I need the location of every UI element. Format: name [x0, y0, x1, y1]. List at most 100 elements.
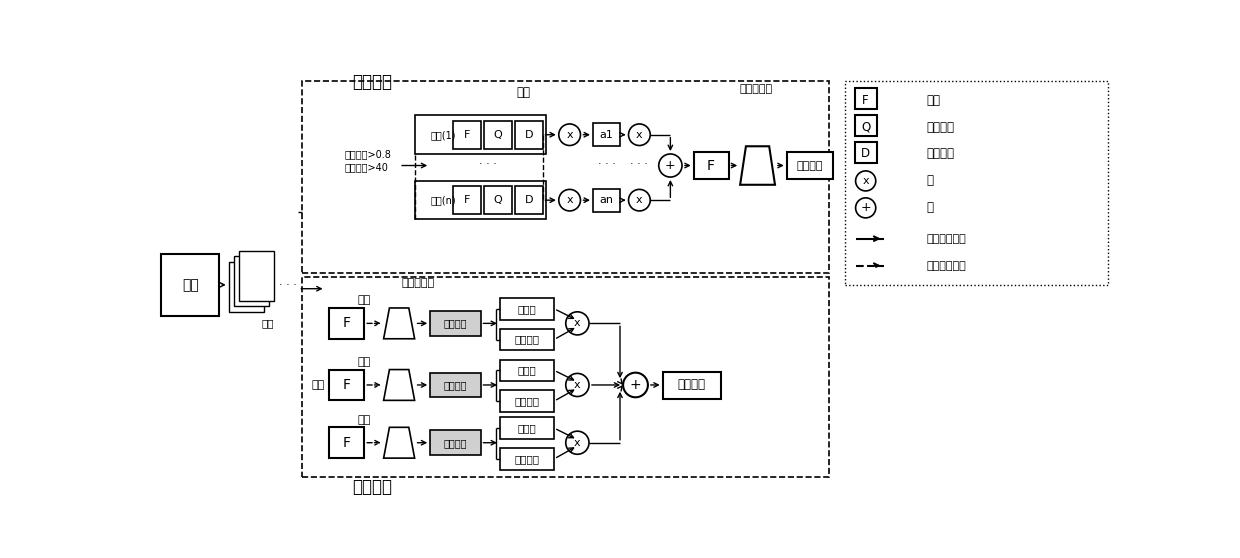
- Text: an: an: [599, 195, 614, 205]
- Text: · · ·: · · ·: [630, 159, 649, 169]
- Bar: [516, 121, 543, 148]
- Bar: [430, 430, 481, 455]
- Circle shape: [565, 431, 589, 454]
- Text: D: D: [525, 129, 533, 140]
- Polygon shape: [383, 308, 414, 339]
- Text: F: F: [342, 316, 351, 330]
- Bar: [854, 142, 877, 163]
- Text: 加: 加: [926, 201, 934, 214]
- Text: a1: a1: [599, 129, 614, 140]
- Circle shape: [622, 373, 647, 397]
- Text: 预测值: 预测值: [517, 365, 537, 376]
- Text: · · ·: · · ·: [598, 159, 615, 169]
- Bar: [485, 186, 511, 214]
- Text: 预测结果: 预测结果: [796, 161, 823, 171]
- Bar: [228, 262, 263, 312]
- Bar: [500, 298, 554, 320]
- Circle shape: [565, 373, 589, 397]
- Bar: [693, 152, 729, 179]
- Text: 乘: 乘: [926, 175, 934, 187]
- Text: 帧数(n): 帧数(n): [430, 195, 456, 205]
- Bar: [786, 152, 833, 179]
- Bar: [500, 391, 554, 412]
- Text: 人脸: 人脸: [357, 295, 371, 305]
- Text: Q: Q: [861, 121, 870, 133]
- Circle shape: [565, 312, 589, 335]
- Circle shape: [629, 189, 650, 211]
- Text: 帧数: 帧数: [262, 319, 274, 328]
- Text: +: +: [861, 201, 870, 214]
- Bar: [303, 277, 830, 478]
- Bar: [161, 254, 219, 316]
- Text: 特征流动方向: 特征流动方向: [926, 261, 966, 271]
- Text: +: +: [630, 378, 641, 392]
- Text: Q: Q: [494, 129, 502, 140]
- Text: 多层感知机: 多层感知机: [739, 84, 773, 94]
- Text: 预测结果: 预测结果: [444, 380, 467, 390]
- Text: 分数流动方向: 分数流动方向: [926, 234, 966, 244]
- Text: +: +: [665, 159, 676, 172]
- Bar: [593, 189, 620, 211]
- Bar: [330, 369, 365, 401]
- Text: 质量分数: 质量分数: [926, 121, 954, 133]
- Text: 其他: 其他: [311, 380, 325, 390]
- Text: Q: Q: [494, 195, 502, 205]
- Bar: [500, 329, 554, 350]
- Text: 排名得分: 排名得分: [515, 396, 539, 406]
- Text: 质量评分>40: 质量评分>40: [345, 162, 389, 172]
- Text: 检测评分>0.8: 检测评分>0.8: [345, 149, 392, 159]
- Circle shape: [856, 171, 875, 191]
- Text: 多层感知机: 多层感知机: [402, 277, 435, 287]
- Circle shape: [658, 154, 682, 177]
- Circle shape: [856, 198, 875, 218]
- Bar: [500, 417, 554, 439]
- Text: · · ·: · · ·: [480, 159, 497, 169]
- Bar: [414, 181, 547, 219]
- Text: F: F: [464, 129, 470, 140]
- Text: x: x: [636, 129, 642, 140]
- Bar: [485, 121, 511, 148]
- Circle shape: [559, 189, 580, 211]
- Text: F: F: [464, 195, 470, 205]
- Polygon shape: [383, 369, 414, 401]
- Bar: [500, 359, 554, 381]
- Polygon shape: [740, 146, 775, 185]
- Text: 排名得分: 排名得分: [515, 335, 539, 344]
- Bar: [500, 448, 554, 470]
- Text: 视频: 视频: [182, 278, 198, 292]
- Text: x: x: [574, 380, 580, 390]
- Bar: [430, 311, 481, 336]
- Text: 第二部分: 第二部分: [352, 478, 392, 497]
- Bar: [854, 115, 877, 136]
- Bar: [303, 81, 830, 273]
- Bar: [414, 116, 547, 154]
- Text: x: x: [567, 195, 573, 205]
- Text: 特征: 特征: [926, 94, 940, 107]
- Text: 头部: 头部: [357, 357, 371, 367]
- Bar: [239, 251, 274, 301]
- Bar: [454, 121, 481, 148]
- Text: 人脸: 人脸: [516, 86, 531, 99]
- Text: x: x: [574, 437, 580, 448]
- Text: D: D: [861, 147, 870, 161]
- Bar: [854, 88, 877, 109]
- Text: F: F: [862, 94, 869, 107]
- Text: 预测结果: 预测结果: [444, 437, 467, 448]
- Text: 预测结果: 预测结果: [444, 319, 467, 328]
- Text: x: x: [636, 195, 642, 205]
- Text: F: F: [342, 436, 351, 450]
- Bar: [516, 186, 543, 214]
- Text: F: F: [342, 378, 351, 392]
- Text: 预测结果: 预测结果: [678, 378, 706, 392]
- Text: D: D: [525, 195, 533, 205]
- Text: 声音: 声音: [357, 415, 371, 425]
- Bar: [593, 123, 620, 146]
- Text: x: x: [862, 176, 869, 186]
- Text: 排名得分: 排名得分: [515, 454, 539, 464]
- Text: 预测值: 预测值: [517, 304, 537, 314]
- Text: x: x: [574, 319, 580, 328]
- Bar: [844, 81, 1109, 285]
- Bar: [330, 308, 365, 339]
- Text: 帧数(1): 帧数(1): [430, 129, 455, 140]
- Bar: [662, 372, 720, 399]
